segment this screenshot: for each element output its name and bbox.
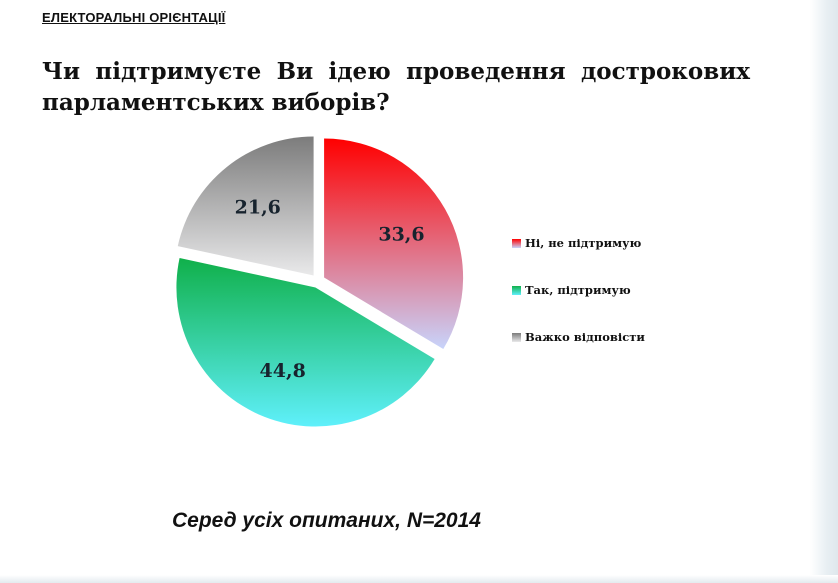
pie-value-label-no-support: 33,6 <box>378 224 424 246</box>
pie-slice-no-support <box>324 138 464 350</box>
pie-value-labels: 33,6 44,8 21,6 <box>235 196 425 382</box>
sample-note: Серед усіх опитаних, N=2014 <box>172 509 481 532</box>
legend-label: Ні, не підтримую <box>525 236 642 250</box>
legend-item-hard-to-say: Важко відповісти <box>512 330 645 344</box>
pie-slice-support <box>176 258 435 427</box>
section-title: ЕЛЕКТОРАЛЬНІ ОРІЄНТАЦІЇ <box>42 10 226 25</box>
legend-swatch-hard-to-say <box>512 332 521 342</box>
legend-swatch-no-support <box>512 238 521 248</box>
legend-item-support: Так, підтримую <box>512 283 645 297</box>
pie-value-label-support: 44,8 <box>260 360 306 382</box>
pie-value-label-hard-to-say: 21,6 <box>235 196 281 218</box>
legend-swatch-support <box>512 285 521 295</box>
legend-item-no-support: Ні, не підтримую <box>512 236 645 250</box>
slide-frame-right <box>810 0 838 583</box>
chart-question-title: Чи підтримуєте Ви ідею проведення достро… <box>42 58 750 116</box>
legend: Ні, не підтримую Так, підтримую Важко ві… <box>512 236 645 377</box>
slide-frame-bottom <box>0 575 838 583</box>
pie-slice-hard-to-say <box>177 136 314 276</box>
pie-slices <box>176 136 464 427</box>
legend-label: Так, підтримую <box>525 283 631 297</box>
legend-label: Важко відповісти <box>525 330 645 344</box>
